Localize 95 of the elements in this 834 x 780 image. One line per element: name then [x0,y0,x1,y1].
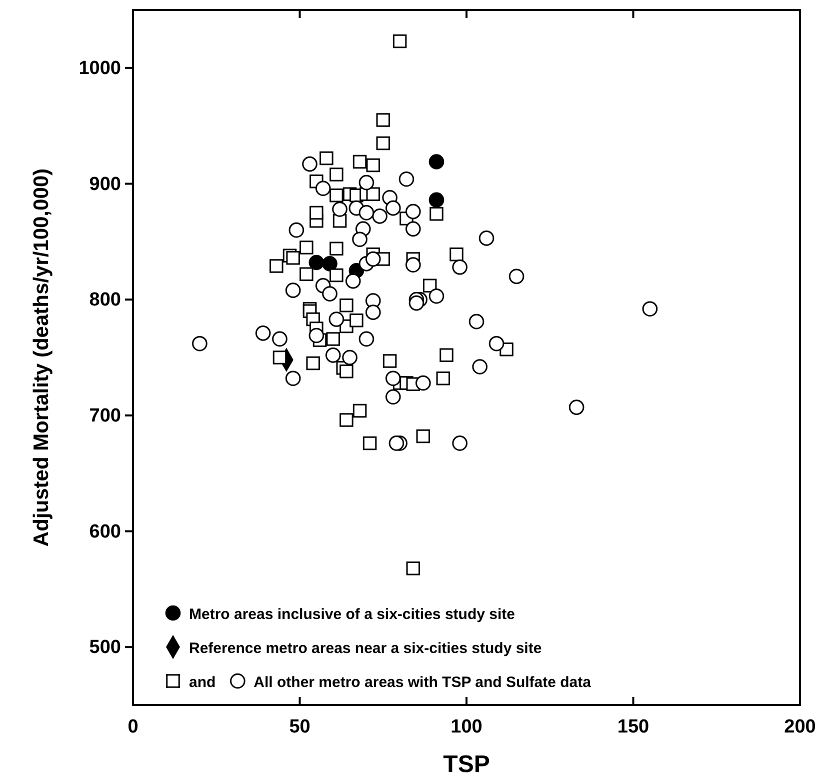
y-tick-label: 600 [89,521,121,542]
point [388,436,404,451]
point [326,332,340,346]
y-tick-label: 700 [89,405,121,426]
point [366,158,380,172]
point [255,326,271,341]
point [408,295,424,311]
point [320,151,334,166]
point [352,404,367,418]
point [330,168,344,182]
point [468,314,484,330]
y-tick-label: 1000 [78,58,121,79]
point [342,350,358,366]
point [328,312,344,327]
point [440,348,454,362]
point [436,371,450,386]
point [365,304,381,320]
point [366,187,380,202]
point [330,188,344,202]
legend-label: All other metro areas with TSP and Sulfate data [254,674,592,691]
point [300,267,314,281]
point [332,202,348,217]
point [352,154,367,169]
point [406,561,420,576]
point [362,436,377,450]
point [428,192,444,208]
point [285,370,301,386]
x-tick-label: 50 [289,716,310,738]
point [358,205,374,220]
x-axis-title: TSP [443,751,490,778]
point [428,154,444,170]
point [385,389,401,405]
point [478,230,494,246]
point [322,256,338,272]
point [340,413,354,427]
x-tick-label: 100 [450,716,482,738]
point [416,429,430,444]
point [352,232,368,247]
point [392,34,407,48]
point [330,242,344,256]
point [345,273,361,289]
point [472,359,488,374]
point [358,174,374,190]
point [272,350,287,364]
x-tick-label: 150 [617,716,650,738]
point [488,336,504,352]
point [322,286,338,302]
y-tick-label: 800 [89,290,121,311]
point [508,268,524,284]
y-tick-label: 900 [89,174,121,195]
point [642,301,658,316]
point [365,251,381,267]
point [385,200,401,216]
x-tick-label: 0 [128,716,138,738]
point [428,288,444,304]
x-tick-label: 200 [784,716,816,738]
point [452,436,468,451]
point [308,254,324,270]
point [192,336,208,352]
point [285,282,301,298]
point [376,136,390,150]
legend-label: Reference metro areas near a six-cities study site [189,640,542,657]
point [330,268,344,282]
point [385,370,401,386]
point [415,375,431,391]
point [306,356,320,370]
point [350,314,364,328]
point [452,260,468,275]
point [376,113,390,127]
point [382,354,397,368]
y-tick-label: 500 [89,637,121,658]
legend-label: Metro areas inclusive of a six-cities study site [189,606,515,623]
point [310,206,324,220]
point [568,400,584,415]
point [405,204,421,220]
point [315,180,331,196]
point [288,222,304,238]
point [405,257,421,272]
y-axis-title: Adjusted Mortality (deaths/yr/100,000) [30,168,53,547]
point [300,240,314,254]
point [270,259,284,273]
point [430,206,444,221]
point [358,331,374,347]
point [405,221,421,237]
point [325,348,341,363]
point [372,208,388,224]
point [272,331,288,347]
point [302,156,318,172]
point [398,171,414,187]
point [340,298,354,312]
annotation: and [189,674,216,691]
point [308,328,324,344]
point [340,364,354,378]
point [286,251,300,265]
point [450,248,464,262]
